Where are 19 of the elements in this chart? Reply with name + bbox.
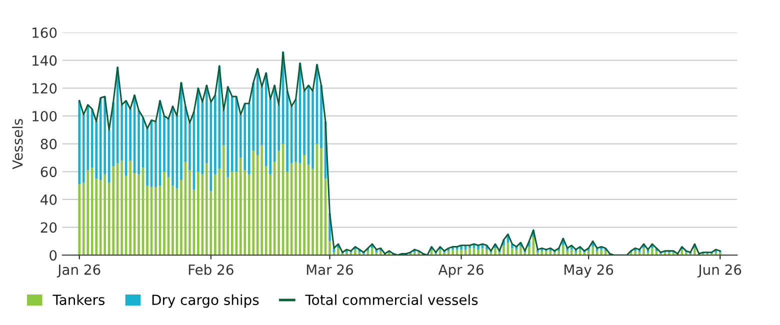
y-axis-title: Vessels	[12, 118, 23, 170]
legend-label: Tankers	[52, 294, 105, 306]
y-tick-label: 0	[50, 250, 57, 261]
y-tick-label: 20	[40, 222, 57, 233]
x-tick-label: May 26	[564, 264, 614, 278]
y-tick-label: 60	[40, 166, 57, 178]
y-tick-label: 160	[32, 27, 57, 38]
legend-label: Dry cargo ships	[152, 294, 259, 308]
y-tick-label: 100	[32, 110, 57, 122]
legend-label: Total commercial vessels	[305, 294, 478, 306]
y-tick-label: 40	[40, 194, 57, 205]
x-tick-label: Apr 26	[438, 264, 484, 278]
y-tick-label: 80	[40, 138, 57, 150]
y-tick-label: 140	[32, 55, 57, 66]
x-tick-label: Jan 26	[56, 264, 100, 278]
x-tick-label: Feb 26	[188, 264, 234, 275]
y-tick-label: 120	[32, 83, 57, 94]
x-tick-label: Jun 26	[698, 264, 742, 278]
x-tick-label: Mar 26	[306, 264, 354, 275]
